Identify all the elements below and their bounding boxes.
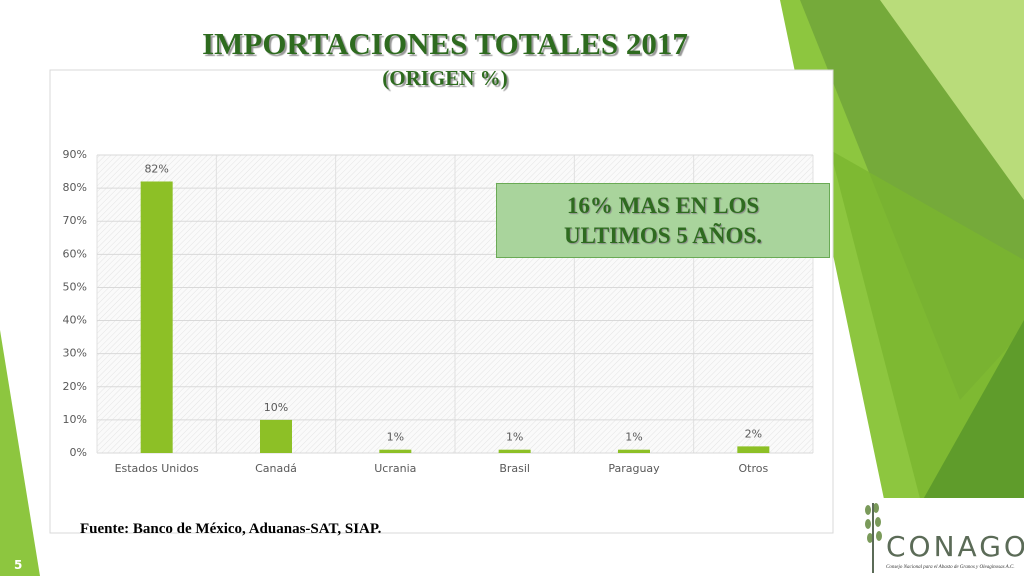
- bar: [379, 449, 412, 453]
- logo-name: CONAGO: [886, 530, 1024, 563]
- y-tick-label: 60%: [63, 247, 87, 260]
- title: IMPORTACIONES TOTALES 2017: [202, 26, 688, 61]
- x-tick-label: Canadá: [255, 462, 297, 475]
- x-tick-label: Paraguay: [608, 462, 660, 475]
- x-tick-label: Otros: [738, 462, 768, 475]
- data-label: 10%: [264, 401, 288, 414]
- callout: 16% MAS EN LOS ULTIMOS 5 AÑOS.: [496, 183, 830, 258]
- y-tick-label: 80%: [63, 181, 87, 194]
- y-tick-label: 0%: [70, 446, 87, 459]
- data-label: 1%: [625, 431, 642, 444]
- x-tick-label: Ucrania: [374, 462, 416, 475]
- logo-icon: [865, 503, 882, 573]
- source-note: Fuente: Banco de México, Aduanas-SAT, SI…: [80, 521, 382, 537]
- bar: [737, 446, 770, 453]
- bar: [140, 181, 173, 453]
- x-tick-label: Brasil: [499, 462, 530, 475]
- page-number: 5: [14, 558, 23, 572]
- bar: [618, 449, 650, 453]
- bar: [498, 449, 531, 453]
- logo: CONAGO Consejo Nacional para el Abasto d…: [856, 498, 1024, 576]
- y-tick-label: 90%: [63, 148, 87, 161]
- y-tick-label: 40%: [63, 314, 87, 327]
- y-tick-label: 30%: [63, 347, 87, 360]
- x-tick-label: Estados Unidos: [115, 462, 199, 475]
- y-tick-label: 20%: [63, 380, 87, 393]
- data-label: 2%: [745, 427, 762, 440]
- bar: [260, 419, 292, 453]
- logo-tagline: Consejo Nacional para el Abasto de Grano…: [886, 565, 1015, 570]
- data-label: 1%: [387, 431, 404, 444]
- y-tick-label: 10%: [63, 413, 87, 426]
- data-label: 82%: [144, 162, 168, 175]
- y-tick-label: 70%: [63, 214, 87, 227]
- decor: [0, 330, 40, 576]
- data-label: 1%: [506, 431, 523, 444]
- decor: [880, 0, 1024, 200]
- subtitle: (ORIGEN %): [382, 66, 508, 90]
- y-tick-label: 50%: [63, 280, 87, 293]
